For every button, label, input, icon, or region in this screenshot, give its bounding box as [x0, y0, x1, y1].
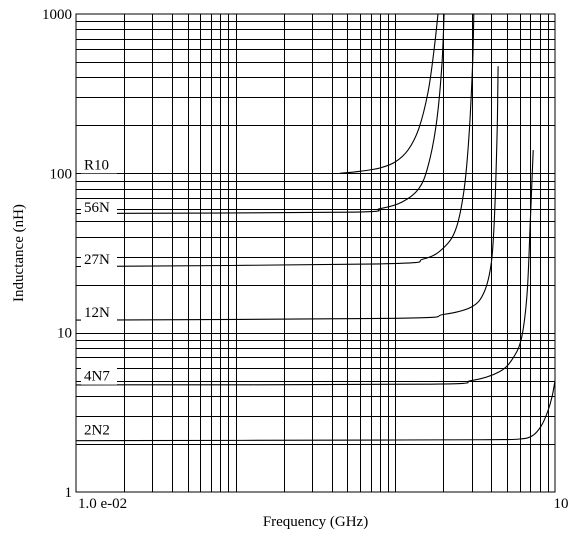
series-line-27n	[75, 13, 475, 268]
series-line-12n	[75, 66, 499, 321]
series-label-27n: 27N	[84, 252, 110, 268]
series-label-bg	[81, 156, 117, 174]
series-label-bg	[81, 304, 117, 322]
y-tick-label: 10	[57, 326, 72, 342]
y-tick-label: 1	[65, 485, 73, 501]
series-label-bg	[81, 421, 117, 439]
series-label-56n: 56N	[84, 200, 110, 216]
series-label-4n7: 4N7	[84, 369, 110, 385]
tick-label-layer: 1 10 100 1000 1.0 e-02 10	[42, 7, 569, 512]
x-axis-title: Frequency (GHz)	[263, 514, 368, 530]
series-line-r10	[339, 13, 439, 174]
x-tick-label: 10	[554, 496, 569, 512]
series-line-2n2	[75, 380, 556, 442]
grid-layer	[76, 14, 555, 492]
plot-frame	[75, 13, 556, 493]
series-label-2n2: 2N2	[84, 422, 110, 438]
series-label-bg	[81, 367, 117, 385]
series-label-bg	[81, 250, 117, 268]
series-line-56n	[75, 13, 445, 215]
y-tick-label: 1000	[42, 7, 72, 23]
series-label-bg	[81, 199, 117, 217]
y-axis-title: Inductance (nH)	[11, 204, 27, 302]
series-label-layer: R10 56N 27N 12N 4N7 2N2	[81, 156, 117, 439]
series-label-r10: R10	[84, 157, 109, 173]
y-tick-label: 100	[50, 166, 73, 182]
series-label-12n: 12N	[84, 305, 110, 321]
curve-layer	[75, 13, 556, 442]
series-line-4n7	[75, 150, 534, 386]
x-tick-label: 1.0 e-02	[78, 496, 127, 512]
